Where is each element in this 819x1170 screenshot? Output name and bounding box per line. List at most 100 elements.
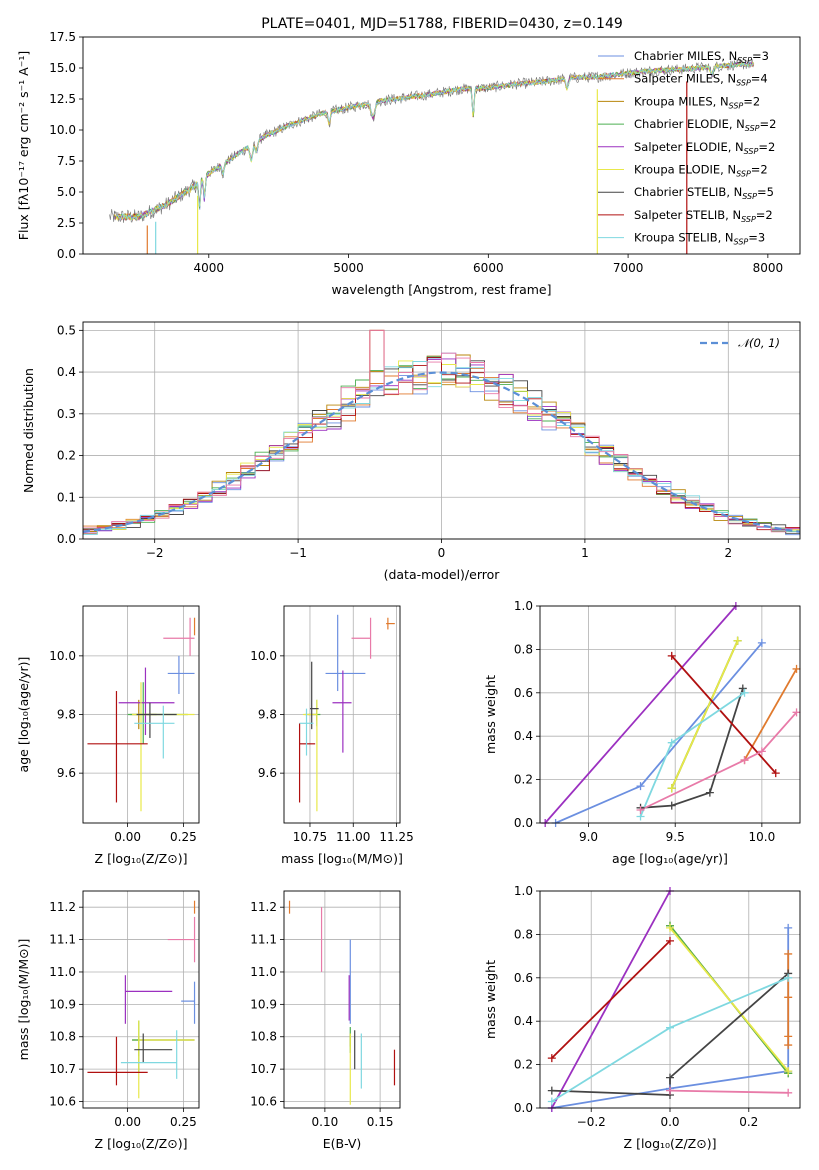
axes-frame [82,36,801,255]
y-tick-label: 11.0 [49,965,76,979]
axes-frame [82,321,801,540]
mass-weight-marker [784,1067,793,1076]
x-tick-label: 0.25 [170,1115,197,1129]
legend-entry: Kroupa MILES, NSSP=2 [634,94,760,110]
histogram-step [83,329,800,531]
y-tick-label: 0.4 [514,1014,533,1028]
errorbar-point [138,1020,195,1099]
y-tick-label: 9.8 [258,708,277,722]
mass-weight-line [743,668,798,761]
y-tick-label: 10.8 [250,1030,277,1044]
panel-mw-vs-Z: −0.2 0.0 0.2 0.0 0.2 0.4 0.6 0.8 1.0 Z [log₁₀(Z/Z… [483,884,801,1151]
errorbar-point [167,916,196,963]
panel-mw-vs-age: 9.0 9.5 10.0 0.0 0.2 0.4 0.6 0.8 1.0 age [log₁₀(a… [483,599,801,866]
x-axis-label: age [log₁₀(age/yr)] [612,851,728,866]
errorbar-point [134,705,175,759]
legend-entry: Chabrier STELIB, NSSP=5 [634,185,774,201]
x-tick-label: −2 [146,546,164,560]
mass-weight-marker [666,1086,674,1095]
plot-area-age-vs-Z [87,617,196,812]
mass-weight-marker [771,769,780,778]
x-tick-label: 0 [438,546,446,560]
mass-weight-marker [547,1054,556,1063]
y-tick-label: 5.0 [57,185,76,199]
mass-weight-marker [784,949,793,958]
x-tick-label: 11.00 [336,830,370,844]
y-tick-label: 0.0 [514,816,533,830]
mass-weight-marker [784,923,793,932]
mass-weight-marker [636,805,645,814]
axes-frame [539,890,801,1109]
mass-weight-marker [784,973,793,982]
mass-weight-marker [740,756,749,765]
panel-mass-vs-Z: 0.00 0.25 10.6 10.7 10.8 10.9 11.0 11.1 11.2 Z [l… [16,890,200,1151]
errorbar-point [124,975,173,1024]
mass-weight-marker [666,1073,674,1082]
errorbar-point [309,661,319,730]
y-tick-label: 11.0 [250,965,277,979]
mass-weight-marker [636,782,645,791]
plot-area-spectrum [109,58,755,254]
x-axis-label: (data-model)/error [384,567,501,582]
errorbar-point [299,708,314,756]
errorbar-point [386,617,395,630]
mass-weight-line [555,642,763,823]
x-axis-label: E(B-V) [323,1136,362,1151]
mass-weight-marker [784,1032,793,1041]
x-tick-label: 11.25 [379,830,413,844]
figure-title: PLATE=0401, MJD=51788, FIBERID=0430, z=0… [261,16,623,32]
panel-mass-vs-ebv: 0.10 0.15 10.6 10.7 10.8 10.9 11.0 11.1 11.2 E(B-… [250,890,401,1151]
axes-frame [283,605,401,824]
mass-weight-marker [547,1097,556,1106]
mass-weight-marker [667,651,676,660]
errorbar-point [132,1020,195,1073]
errorbar-point [303,699,318,812]
y-tick-label: 0.4 [57,365,76,379]
errorbar-point [163,617,195,656]
mass-weight-marker [666,1023,674,1032]
legend-entry: Chabrier MILES, NSSP=3 [634,49,769,65]
y-tick-label: 0.2 [57,449,76,463]
plot-area-mass-vs-ebv [288,900,396,1105]
mass-weight-marker [705,788,714,797]
y-tick-label: 0.4 [514,729,533,743]
x-tick-label: 0.10 [312,1115,339,1129]
mass-weight-marker [738,684,747,693]
y-tick-label: 1.0 [514,599,533,613]
x-tick-label: 0.00 [114,1115,141,1129]
x-tick-label: 0.00 [114,830,141,844]
errorbar-point [332,670,352,753]
legend-entry: Salpeter STELIB, NSSP=2 [634,208,773,224]
x-axis-label: mass [log₁₀(M/M⊙)] [281,851,403,866]
y-tick-label: 0.0 [57,247,76,261]
x-tick-label: 9.5 [666,830,685,844]
mass-weight-marker [757,638,766,647]
y-tick-label: 10.6 [250,1095,277,1109]
y-axis-label: age [log₁₀(age/yr)] [16,657,31,773]
mass-weight-marker [667,784,676,793]
x-axis-label: Z [log₁₀(Z/Z⊙)] [624,1136,717,1151]
x-tick-label: −1 [289,546,307,560]
x-axis-label: wavelength [Angstrom, rest frame] [331,282,551,297]
mass-weight-line [551,940,671,1059]
y-tick-label: 0.6 [514,971,533,985]
y-axis-label: Normed distribution [21,368,36,493]
mass-weight-marker [547,1086,556,1095]
y-tick-label: 10.8 [49,1030,76,1044]
mass-weight-marker [784,1088,793,1097]
mass-weight-marker [667,738,676,747]
y-axis-label: mass [log₁₀(M/M⊙)] [16,939,31,1061]
y-tick-label: 17.5 [49,30,76,44]
x-tick-label: 2 [724,546,732,560]
errorbar-point [118,667,175,736]
axes-frame [82,890,200,1109]
plot-area-age-vs-mass [298,614,395,812]
errorbar-point [87,691,148,803]
y-tick-label: 0.5 [57,323,76,337]
x-tick-label: 6000 [473,261,504,275]
y-tick-label: 11.2 [49,900,76,914]
mass-weight-marker [740,688,749,697]
mass-weight-marker [792,708,801,717]
axes-frame [283,890,401,1109]
y-tick-label: 0.2 [514,773,533,787]
